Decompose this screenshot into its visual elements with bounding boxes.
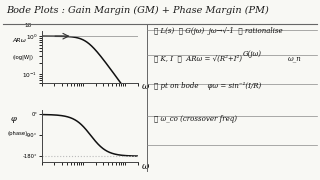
Text: ④ K, I  ⑥  ARω = √(R²+I²): ④ K, I ⑥ ARω = √(R²+I²) <box>154 54 242 62</box>
Text: G(jω): G(jω) <box>243 50 262 58</box>
Text: Bode Plots : Gain Margin (GM) + Phase Margin (PM): Bode Plots : Gain Margin (GM) + Phase Ma… <box>6 5 269 15</box>
Text: (log|W|): (log|W|) <box>13 54 34 60</box>
Text: ω: ω <box>141 82 149 91</box>
Text: ω_n: ω_n <box>288 54 302 62</box>
Text: 10: 10 <box>24 23 32 28</box>
Text: φ: φ <box>11 115 17 123</box>
Text: ARω: ARω <box>13 39 27 43</box>
Text: ① ω_co (crossover freq): ① ω_co (crossover freq) <box>154 115 236 123</box>
Text: ω: ω <box>141 162 149 171</box>
Text: (phase): (phase) <box>7 131 27 136</box>
Text: ① L(s)  ② G(jω)  jω→√-1  ③ rationalise: ① L(s) ② G(jω) jω→√-1 ③ rationalise <box>154 27 282 35</box>
Text: ⑤ pt on bode    φω = sin⁻¹(I/R): ⑤ pt on bode φω = sin⁻¹(I/R) <box>154 82 261 90</box>
